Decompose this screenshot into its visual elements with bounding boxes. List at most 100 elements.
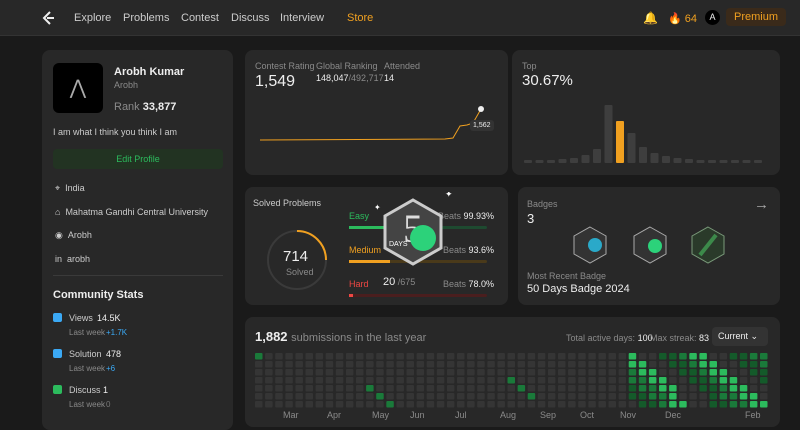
solved-title: Solved Problems <box>253 198 322 208</box>
heatmap-cell <box>416 369 425 376</box>
heatmap-cell <box>487 353 495 360</box>
heatmap-cell <box>366 361 374 368</box>
heatmap-cell <box>497 401 505 408</box>
nav-item[interactable]: Discuss <box>231 12 270 24</box>
github-text: Arobh <box>67 230 92 240</box>
username: Arobh <box>114 80 139 90</box>
heatmap-cell <box>255 393 263 400</box>
name: Arobh Kumar <box>114 66 185 78</box>
heatmap-cell <box>527 369 536 376</box>
heatmap-cell <box>547 393 556 400</box>
heatmap-cell <box>628 361 637 368</box>
active-label: Total active days: <box>566 333 636 343</box>
heatmap-cell <box>719 385 728 392</box>
heatmap-cell <box>396 361 404 368</box>
heatmap-cell <box>335 385 344 392</box>
heatmap-cell <box>689 369 697 376</box>
solved-ring <box>267 230 327 290</box>
heatmap-cell <box>315 401 324 408</box>
heatmap-cell <box>406 377 414 384</box>
heatmap-cell <box>497 361 505 368</box>
linkedin[interactable]: in arobh <box>55 254 91 264</box>
heatmap-cell <box>457 393 465 400</box>
histogram-bar <box>593 149 601 163</box>
github[interactable]: ◉ Arobh <box>55 230 92 240</box>
heatmap-cell <box>386 385 394 392</box>
nav-item[interactable]: Interview <box>280 12 325 24</box>
stat-change: +6 <box>106 364 116 373</box>
heatmap-cell <box>527 385 536 392</box>
heatmap-cell <box>679 377 687 384</box>
heatmap-cell <box>386 377 394 384</box>
navbar <box>0 0 800 36</box>
premium[interactable]: Premium <box>726 8 787 26</box>
heatmap-cell <box>628 393 637 400</box>
heatmap-cell <box>638 361 647 368</box>
bell[interactable]: 🔔 <box>643 11 658 25</box>
heatmap-cell <box>669 401 677 408</box>
heatmap-cell <box>648 369 657 376</box>
heatmap-cell <box>487 401 495 408</box>
badges-arrow[interactable]: → <box>754 196 769 213</box>
logo[interactable] <box>40 10 56 26</box>
heatmap-cell <box>275 377 283 384</box>
heatmap-cell <box>507 393 515 400</box>
last-week-label: Last week <box>69 400 106 409</box>
heatmap-cell <box>356 361 364 368</box>
heatmap-cell <box>547 361 556 368</box>
heatmap-cell <box>648 353 657 360</box>
heatmap-cell <box>507 377 515 384</box>
heatmap-cell <box>719 393 728 400</box>
nav-item[interactable]: Contest <box>181 12 219 24</box>
recent-label: Most Recent Badge <box>527 271 607 281</box>
solved-total: 714 <box>283 248 309 265</box>
medium-pct: 93.6% <box>468 245 495 255</box>
heatmap-cell <box>618 353 627 360</box>
heatmap-cell <box>426 353 435 360</box>
year-select[interactable]: Current ⌄ <box>712 327 768 346</box>
heatmap-cell <box>356 369 364 376</box>
heatmap-cell <box>416 393 425 400</box>
global: 148,047/492,717 <box>316 73 384 83</box>
heatmap-cell <box>386 353 394 360</box>
nav-item[interactable]: Store <box>347 12 374 24</box>
heatmap-cell <box>457 385 465 392</box>
heatmap-cell <box>406 369 414 376</box>
heatmap-cell <box>305 393 313 400</box>
heatmap-cell <box>436 353 445 360</box>
nav-item[interactable]: Problems <box>123 12 170 24</box>
badge-icons[interactable] <box>570 225 730 265</box>
heatmap-cell <box>618 385 627 392</box>
heatmap-cell <box>537 377 546 384</box>
heatmap-cell <box>578 385 586 392</box>
heatmap-cell <box>729 353 738 360</box>
heatmap-cell <box>376 353 384 360</box>
heatmap-cell <box>517 393 526 400</box>
month-label: Oct <box>580 410 595 420</box>
heatmap-cell <box>446 401 455 408</box>
heatmap-cell <box>648 361 657 368</box>
submissions-text: submissions in the last year <box>291 332 427 344</box>
heatmap-cell <box>588 361 596 368</box>
heatmap-cell <box>376 369 384 376</box>
heatmap-cell <box>669 393 677 400</box>
edit-profile[interactable]: Edit Profile <box>53 149 223 169</box>
heatmap-cell <box>608 353 616 360</box>
avatar[interactable]: A <box>705 10 720 25</box>
heatmap-cell <box>467 353 475 360</box>
heatmap-cell <box>699 361 707 368</box>
heatmap-cell <box>285 361 293 368</box>
streak[interactable]: 🔥 64 <box>668 13 698 25</box>
global-total: /492,717 <box>348 73 384 83</box>
nav-item[interactable]: Explore <box>74 12 112 24</box>
heatmap-cell <box>386 393 394 400</box>
heatmap-cell <box>578 393 586 400</box>
heatmap-cell <box>467 385 475 392</box>
submissions-header: 1,882 submissions in the last year <box>255 329 426 344</box>
heatmap-cell <box>477 377 485 384</box>
rank: Rank 33,877 <box>114 101 176 113</box>
heatmap-cell <box>760 385 768 392</box>
histogram-bar <box>581 155 590 163</box>
histogram-bar <box>547 160 555 163</box>
heatmap-cell <box>719 361 728 368</box>
